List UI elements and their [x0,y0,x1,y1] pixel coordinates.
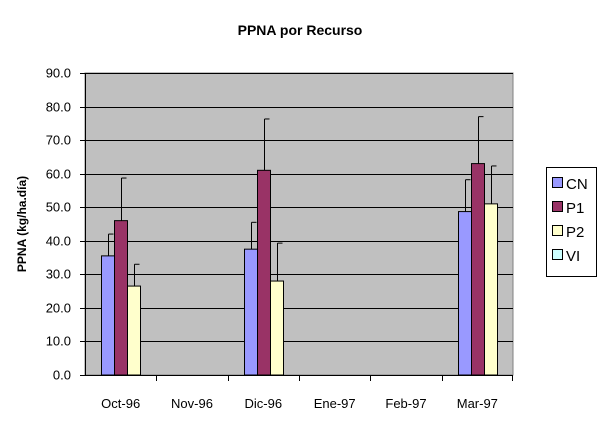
x-tick-label: Mar-97 [457,396,498,411]
legend-swatch-p1 [552,201,563,212]
bar-cn [101,255,115,376]
x-tick-label: Feb-97 [385,396,426,411]
plot-background [84,72,514,376]
x-tick-label: Dic-96 [245,396,283,411]
legend-label-cn: CN [566,176,588,193]
bar-p1 [114,220,128,376]
x-tick-label: Ene-97 [314,396,356,411]
y-tick-label: 70.0 [46,133,71,148]
x-tick-label: Nov-96 [171,396,213,411]
y-axis-label: PPNA (kg/ha.día) [15,176,29,272]
y-tick-label: 60.0 [46,167,71,182]
legend-swatch-vi [552,249,563,260]
bar-p2 [127,285,141,376]
y-tick-label: 0.0 [53,368,71,383]
chart-title: PPNA por Recurso [238,22,363,38]
legend-swatch-p2 [552,225,563,236]
bar-p2 [270,280,284,376]
y-tick-label: 80.0 [46,100,71,115]
plot-area: 0.0 10.0 20.0 30.0 40.0 50.0 60.0 70.0 80.0 90.0 O… [46,66,514,411]
x-tick-label: Oct-96 [101,396,140,411]
bar-p1 [471,163,485,376]
bar-p1 [257,169,271,376]
y-tick-label: 30.0 [46,267,71,282]
bar-cn [458,211,472,376]
legend-label-p1: P1 [566,200,584,217]
y-tick-label: 10.0 [46,334,71,349]
y-tick-label: 90.0 [46,66,71,81]
legend: CN P1 P2 VI [546,167,597,277]
bar-p2 [484,203,498,376]
y-tick-label: 40.0 [46,234,71,249]
y-tick-label: 20.0 [46,301,71,316]
legend-label-vi: VI [566,248,580,265]
legend-label-p2: P2 [566,224,584,241]
bar-cn [244,248,258,376]
y-tick-label: 50.0 [46,200,71,215]
legend-swatch-cn [552,177,563,188]
